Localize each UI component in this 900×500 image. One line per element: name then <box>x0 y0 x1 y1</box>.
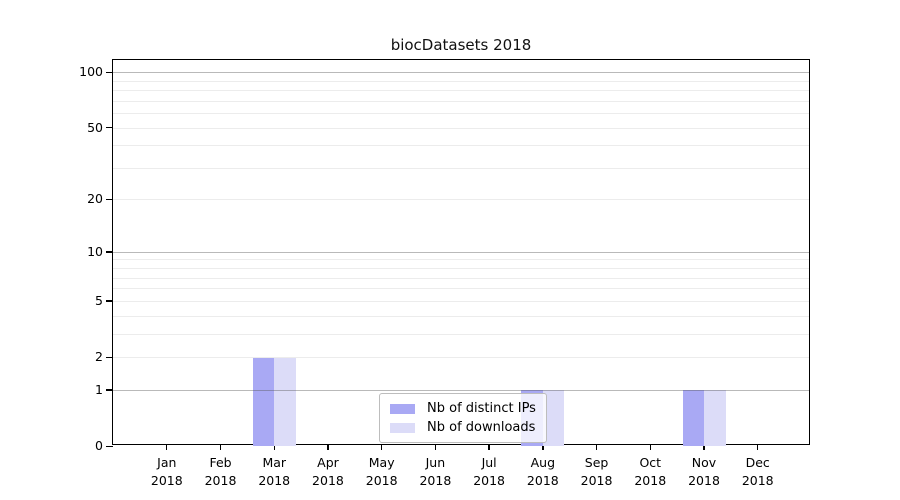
gridline-minor <box>113 100 809 102</box>
gridline-minor <box>113 80 809 82</box>
y-tick-label: 20 <box>87 191 103 207</box>
y-tick-label: 10 <box>87 243 103 259</box>
y-tick-label: 100 <box>79 64 103 80</box>
x-label-month: Apr <box>317 455 339 470</box>
x-label-year: 2018 <box>526 472 559 488</box>
y-tick-label: 50 <box>87 119 103 135</box>
bar-nb-of-downloads <box>704 389 726 446</box>
x-label-year: 2018 <box>150 472 183 488</box>
bar-nb-of-downloads <box>542 389 565 446</box>
x-label-month: Dec <box>745 455 770 470</box>
x-tick <box>703 444 705 450</box>
x-label-month: Nov <box>691 455 717 470</box>
legend-label: Nb of distinct IPs <box>427 401 536 416</box>
x-tick <box>219 444 222 450</box>
legend-label: Nb of downloads <box>427 420 536 435</box>
y-tick <box>106 356 113 358</box>
y-tick <box>106 198 113 201</box>
x-label-month: Jul <box>481 455 497 470</box>
x-tick <box>327 444 329 450</box>
x-label-year: 2018 <box>258 472 291 488</box>
y-tick-label: 1 <box>95 382 103 398</box>
bar-nb-of-distinct-ips <box>252 357 275 446</box>
y-tick <box>106 300 113 302</box>
x-label-month: Jan <box>157 455 177 470</box>
y-tick <box>106 389 113 391</box>
x-label-year: 2018 <box>688 472 720 488</box>
gridline-minor <box>113 357 809 358</box>
gridline-major <box>113 72 809 74</box>
gridline-minor <box>113 90 809 92</box>
x-tick <box>595 444 598 450</box>
gridline-minor <box>113 288 809 290</box>
legend-row: Nb of downloads <box>390 420 536 435</box>
gridline-minor <box>113 277 809 279</box>
legend: Nb of distinct IPs Nb of downloads <box>379 393 547 443</box>
x-tick-label: Aug 2018 <box>527 454 559 489</box>
x-tick <box>166 444 168 450</box>
x-tick-label: Apr 2018 <box>312 454 344 489</box>
x-tick-label: Sep 2018 <box>581 454 613 489</box>
x-label-year: 2018 <box>365 472 398 488</box>
x-label-month: Jun <box>425 455 446 470</box>
x-tick <box>273 444 275 450</box>
x-label-year: 2018 <box>634 472 667 488</box>
x-label-month: Mar <box>262 455 287 470</box>
x-label-month: Feb <box>209 455 232 470</box>
x-label-month: Sep <box>584 455 609 470</box>
x-tick-label: Oct 2018 <box>634 454 666 489</box>
x-tick-label: Nov 2018 <box>688 454 720 489</box>
x-label-year: 2018 <box>580 472 613 488</box>
x-tick-label: Jan 2018 <box>151 454 183 489</box>
gridline-minor <box>113 127 809 129</box>
x-tick-label: Jun 2018 <box>419 454 451 489</box>
y-tick-label: 5 <box>95 293 103 309</box>
x-tick <box>649 444 651 450</box>
x-tick-label: May 2018 <box>366 454 398 489</box>
x-tick <box>434 444 437 450</box>
gridline-major <box>113 251 809 253</box>
x-tick <box>757 444 759 450</box>
gridline-minor <box>113 167 809 169</box>
gridline-minor <box>113 259 809 261</box>
gridline-minor <box>113 145 809 147</box>
x-tick <box>380 444 383 450</box>
y-tick <box>106 445 113 447</box>
legend-row: Nb of distinct IPs <box>390 401 536 416</box>
legend-swatch <box>390 422 415 433</box>
y-tick <box>106 71 113 74</box>
y-tick-label: 2 <box>95 349 103 365</box>
bar-nb-of-distinct-ips <box>682 389 704 446</box>
gridline-minor <box>113 300 809 302</box>
y-tick <box>106 251 113 253</box>
bar-nb-of-downloads <box>274 357 296 446</box>
x-label-year: 2018 <box>741 472 774 488</box>
x-label-month: Aug <box>530 455 556 470</box>
chart-title: biocDatasets 2018 <box>390 36 532 54</box>
plot-area: Nb of distinct IPs Nb of downloads 0 1 2 5 10… <box>79 59 810 488</box>
gridline-minor <box>113 333 809 335</box>
x-label-month: May <box>368 455 395 470</box>
x-tick <box>488 444 490 450</box>
gridline-minor <box>113 113 809 115</box>
gridline-minor <box>113 315 809 317</box>
legend-swatch <box>390 403 415 414</box>
gridline-major <box>113 389 809 391</box>
gridline-minor <box>113 268 809 270</box>
gridline-minor <box>113 199 809 201</box>
x-label-year: 2018 <box>419 472 452 488</box>
x-label-year: 2018 <box>204 472 237 488</box>
x-label-year: 2018 <box>312 472 344 488</box>
x-label-month: Oct <box>639 455 662 470</box>
x-tick-label: Jul 2018 <box>473 454 505 489</box>
x-tick-label: Feb 2018 <box>205 454 237 489</box>
x-tick <box>542 444 544 450</box>
x-tick-label: Dec 2018 <box>742 454 774 489</box>
y-tick-label: 0 <box>95 438 103 454</box>
x-tick-label: Mar 2018 <box>258 454 290 489</box>
y-tick <box>106 127 113 129</box>
x-label-year: 2018 <box>473 472 506 488</box>
